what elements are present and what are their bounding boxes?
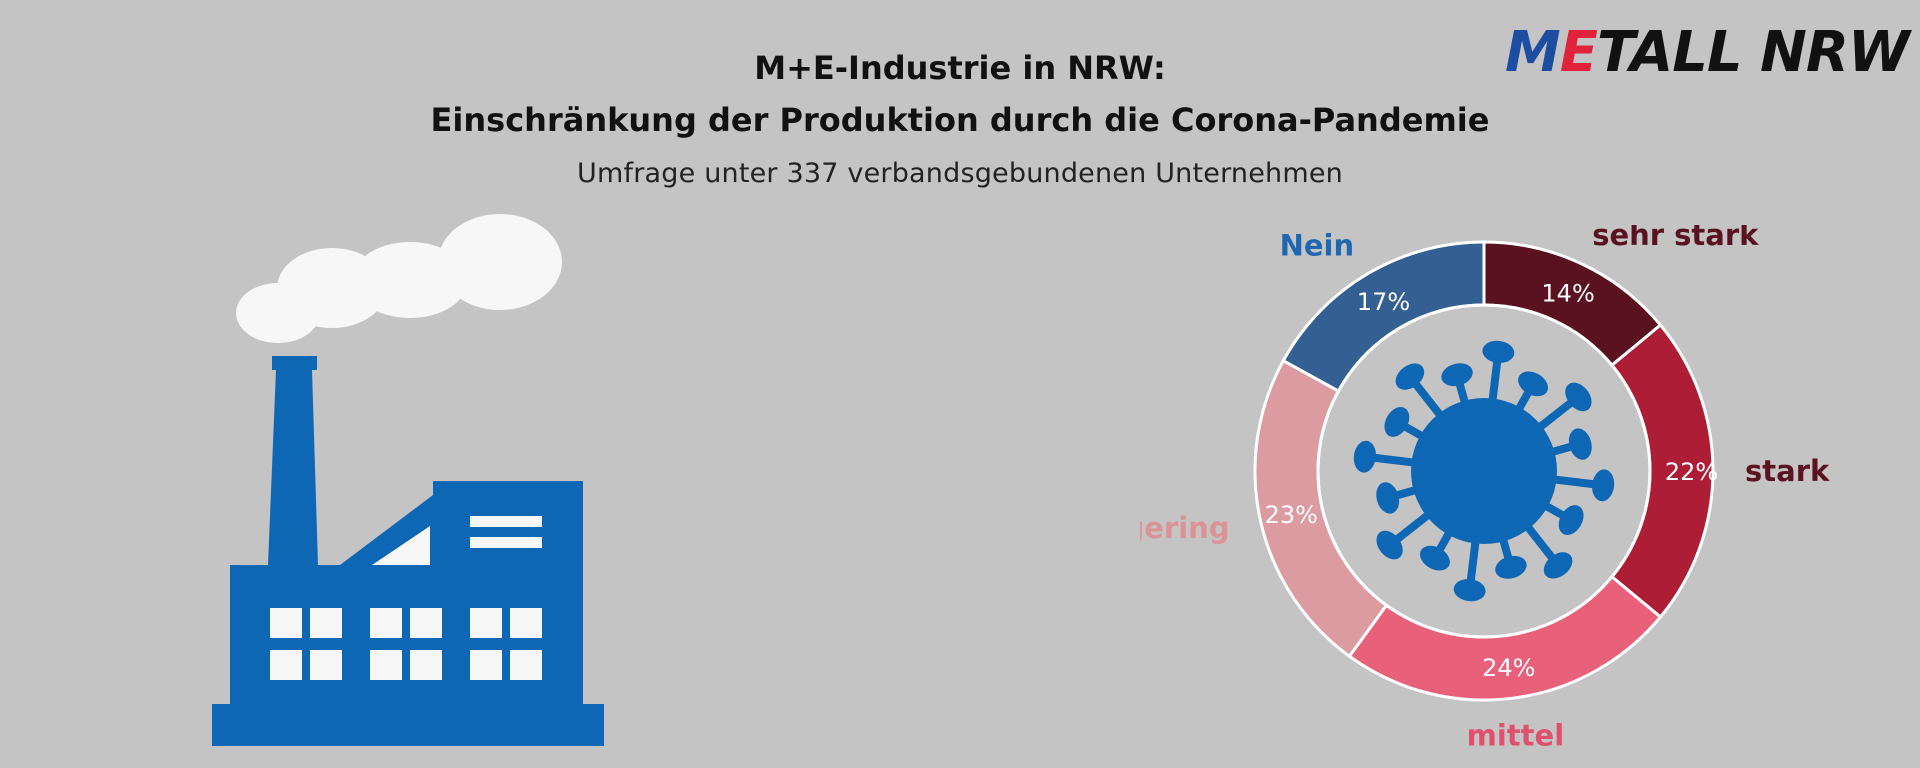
factory-building <box>212 356 604 746</box>
coronavirus-icon <box>1353 340 1615 602</box>
virus-spike-tip <box>1518 371 1549 397</box>
slice-value-label: 23% <box>1265 501 1318 529</box>
virus-spike-tip <box>1384 406 1410 437</box>
virus-spike-tip <box>1419 545 1450 571</box>
chart-subtitle: Umfrage unter 337 verbandsgebundenen Unt… <box>577 158 1343 189</box>
virus-spike-tip <box>1353 440 1376 473</box>
virus-spike-tip <box>1376 530 1403 560</box>
smoke-cloud-icon <box>236 214 562 343</box>
donut-chart: 14% sehr stark 22% stark 24% mittel 23% gering 1… <box>1140 225 1830 753</box>
slice-value-label: 17% <box>1357 288 1410 316</box>
factory-windows <box>270 516 542 680</box>
virus-spike-tip <box>1376 482 1400 514</box>
slice-category-label: Nein <box>1280 228 1355 262</box>
logo-letter-m: M <box>1505 20 1561 85</box>
slice-value-label: 14% <box>1541 279 1594 307</box>
chart-title-line-2: Einschränkung der Produktion durch die C… <box>430 101 1490 139</box>
slice-value-label: 24% <box>1482 654 1535 682</box>
virus-spike-tip <box>1543 552 1573 579</box>
virus-spike-tip <box>1453 579 1486 602</box>
chart-title-line-1: M+E-Industrie in NRW: <box>754 49 1166 87</box>
virus-spike-tip <box>1568 428 1592 460</box>
slice-category-label: gering <box>1140 511 1230 545</box>
virus-spike-tip <box>1495 555 1527 579</box>
slice-category-label: sehr stark <box>1592 225 1759 252</box>
virus-spike-tip <box>1441 363 1473 387</box>
virus-spike-tip <box>1395 363 1425 390</box>
slice-category-label: mittel <box>1467 719 1565 753</box>
slice-value-label: 22% <box>1665 458 1718 486</box>
logo-letter-e: E <box>1559 20 1598 85</box>
factory-icon <box>212 214 604 746</box>
logo-text: TALL NRW <box>1597 20 1910 85</box>
metall-nrw-logo: METALL NRW <box>1505 18 1910 88</box>
virus-spike-tip <box>1565 382 1592 412</box>
virus-spike-tip <box>1558 505 1584 536</box>
slice-category-label: stark <box>1745 454 1830 488</box>
virus-spike-tip <box>1592 469 1615 502</box>
virus-body <box>1411 398 1557 544</box>
virus-spike-tip <box>1482 340 1515 363</box>
